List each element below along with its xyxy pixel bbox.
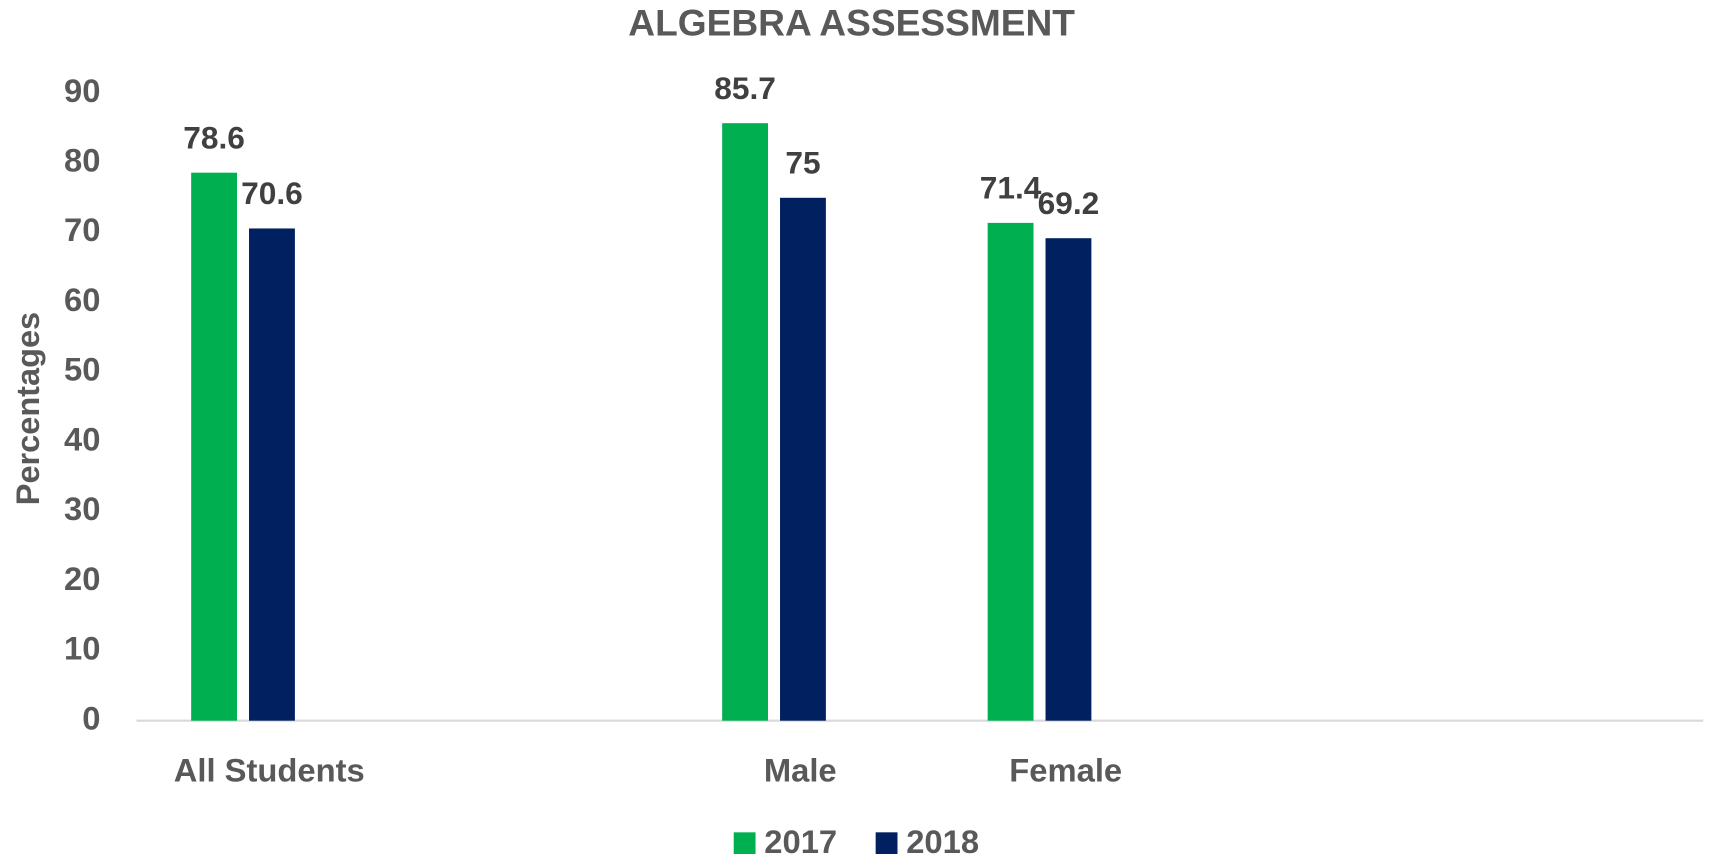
y-tick-label: 10 (64, 630, 100, 667)
y-tick-label: 40 (64, 421, 100, 458)
y-tick-label: 90 (64, 72, 100, 109)
bar (722, 123, 769, 721)
data-label: 85.7 (714, 70, 776, 106)
bar (1045, 238, 1092, 721)
chart-title: ALGEBRA ASSESSMENT (628, 3, 1075, 44)
data-label: 75 (785, 145, 820, 181)
data-label: 71.4 (980, 170, 1042, 206)
x-tick-label: Female (1009, 751, 1122, 788)
y-tick-label: 0 (82, 699, 100, 736)
bar (191, 172, 238, 721)
y-tick-label: 20 (64, 560, 100, 597)
x-tick-label: All Students (174, 751, 365, 788)
legend-label: 2018 (906, 823, 979, 860)
bar (780, 197, 826, 721)
x-tick-label: Male (764, 751, 837, 788)
y-tick-label: 70 (64, 211, 100, 248)
data-label: 70.6 (241, 175, 303, 211)
y-tick-label: 50 (64, 351, 100, 388)
y-tick-label: 30 (64, 490, 100, 527)
bar (249, 228, 295, 721)
y-tick-label: 80 (64, 142, 100, 179)
y-tick-label: 60 (64, 281, 100, 318)
y-axis-title: Percentages (9, 312, 46, 505)
data-label: 69.2 (1038, 185, 1100, 221)
data-label: 78.6 (183, 120, 245, 156)
legend-swatch (733, 832, 756, 854)
legend-label: 2017 (764, 823, 837, 860)
legend-swatch (875, 832, 898, 854)
bar (987, 222, 1034, 721)
